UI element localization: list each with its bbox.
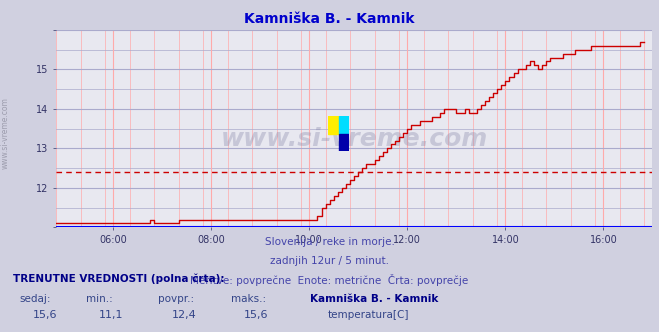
Bar <box>328 116 339 134</box>
Text: Slovenija / reke in morje.: Slovenija / reke in morje. <box>264 237 395 247</box>
Text: TRENUTNE VREDNOSTI (polna črta):: TRENUTNE VREDNOSTI (polna črta): <box>13 274 225 285</box>
Text: zadnjih 12ur / 5 minut.: zadnjih 12ur / 5 minut. <box>270 256 389 266</box>
Text: maks.:: maks.: <box>231 294 266 304</box>
Text: 15,6: 15,6 <box>244 310 268 320</box>
Text: Meritve: povprečne  Enote: metrične  Črta: povprečje: Meritve: povprečne Enote: metrične Črta:… <box>190 274 469 286</box>
Text: www.si-vreme.com: www.si-vreme.com <box>221 126 488 150</box>
Text: povpr.:: povpr.: <box>158 294 194 304</box>
Text: Kamniška B. - Kamnik: Kamniška B. - Kamnik <box>244 12 415 26</box>
Text: Kamniška B. - Kamnik: Kamniška B. - Kamnik <box>310 294 438 304</box>
Bar <box>339 134 349 151</box>
Text: 11,1: 11,1 <box>99 310 123 320</box>
Text: temperatura[C]: temperatura[C] <box>328 310 410 320</box>
Bar <box>339 116 349 134</box>
Text: 12,4: 12,4 <box>171 310 196 320</box>
Text: sedaj:: sedaj: <box>20 294 51 304</box>
Text: min.:: min.: <box>86 294 113 304</box>
Text: www.si-vreme.com: www.si-vreme.com <box>1 97 10 169</box>
Text: 15,6: 15,6 <box>33 310 57 320</box>
